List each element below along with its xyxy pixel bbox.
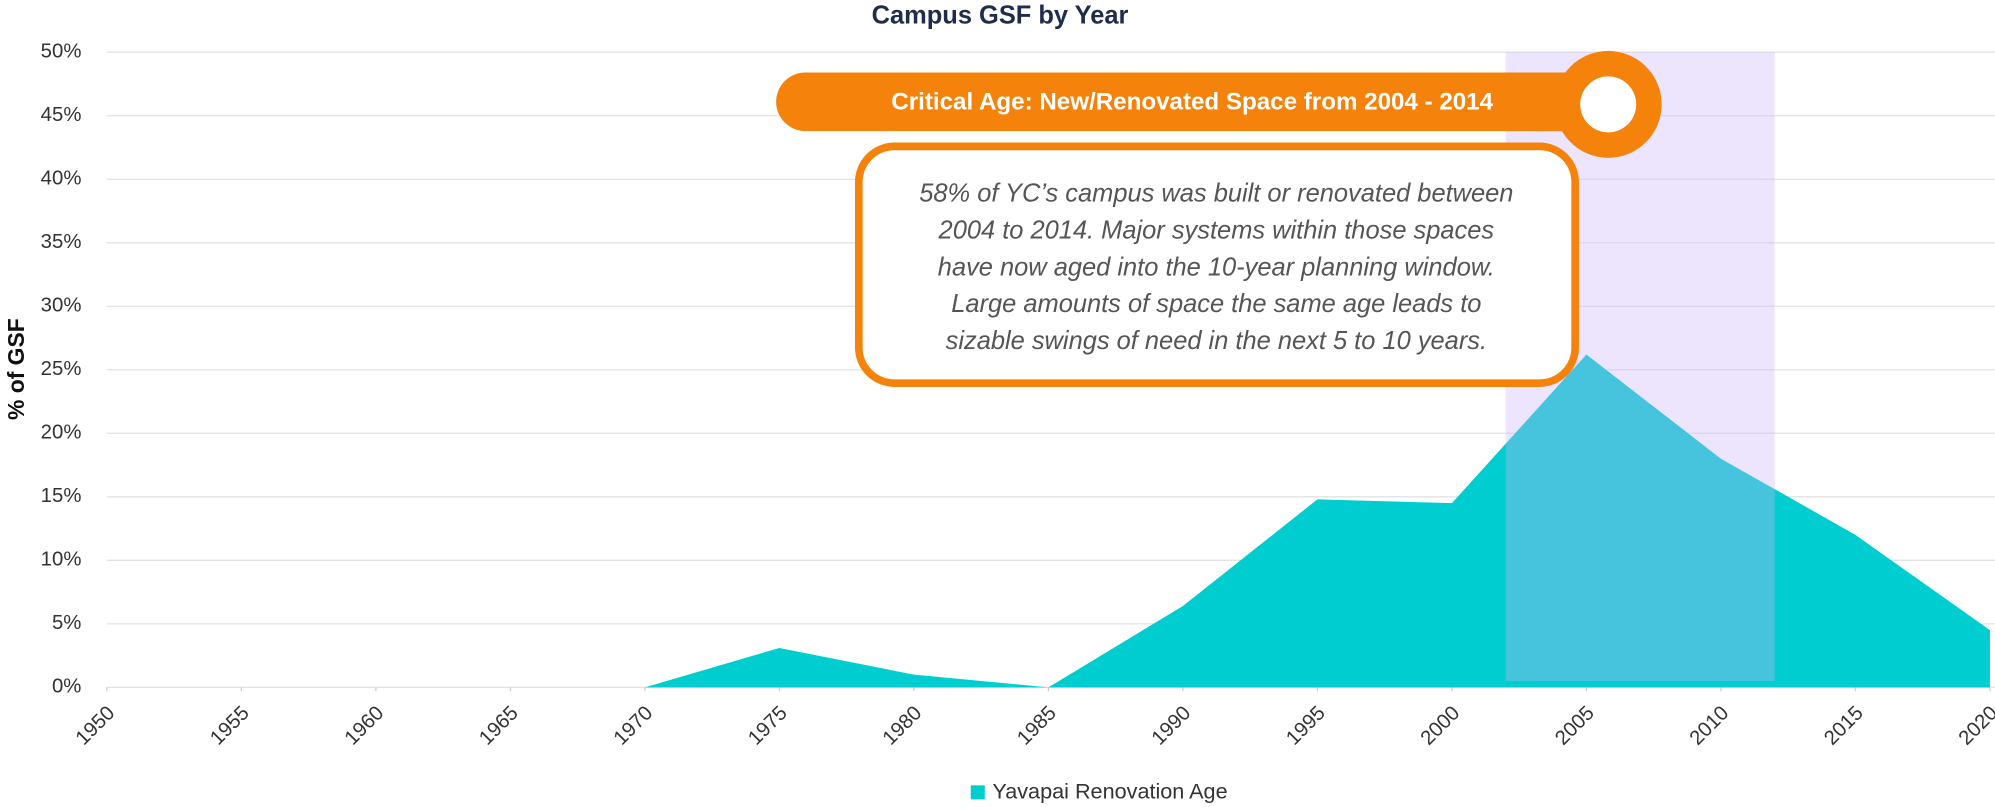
y-tick-label: 15% [41,485,82,507]
y-axis-label: % of GSF [3,318,29,420]
y-tick-label: 25% [41,358,82,380]
y-tick-label: 0% [52,676,81,698]
annotation-line: 58% of YC’s campus was built or renovate… [919,179,1513,207]
x-tick-label: 1980 [879,702,927,750]
x-tick-label: 1975 [744,702,792,750]
annotation-dot [1580,76,1637,133]
legend-label: Yavapai Renovation Age [992,779,1227,804]
x-tick-label: 2020 [1955,702,1995,750]
y-tick-label: 40% [41,168,82,190]
y-tick-label: 45% [41,104,82,126]
x-tick-label: 1950 [72,702,120,750]
x-tick-label: 1965 [475,702,523,750]
chart-title: Campus GSF by Year [872,1,1129,29]
y-tick-label: 35% [41,231,82,253]
annotation-box [855,142,1579,387]
y-tick-label: 50% [41,41,82,63]
x-tick-label: 1990 [1148,702,1196,750]
x-tick-label: 2015 [1820,702,1868,750]
annotation-line: Large amounts of space the same age lead… [951,290,1481,318]
annotation-banner [776,72,1642,132]
x-tick-label: 2000 [1417,702,1465,750]
y-tick-label: 10% [41,549,82,571]
y-tick-label: 20% [41,422,82,444]
legend-swatch [970,785,985,800]
annotation-line: sizable swings of need in the next 5 to … [946,327,1487,355]
area [106,354,1990,688]
annotation-title: Critical Age: New/Renovated Space from 2… [891,88,1493,115]
x-tick-label: 1995 [1282,702,1330,750]
x-tick-label: 1985 [1013,702,1061,750]
x-tick-label: 1955 [206,702,254,750]
y-tick-label: 5% [52,612,81,634]
annotation-line: 2004 to 2014. Major systems within those… [938,216,1495,244]
x-tick-label: 2005 [1551,702,1599,750]
x-tick-label: 2010 [1686,702,1734,750]
x-tick-label: 1970 [610,702,658,750]
annotation-line: have now aged into the 10-year planning … [938,253,1495,281]
y-tick-label: 30% [41,295,82,317]
x-tick-label: 1960 [341,702,389,750]
